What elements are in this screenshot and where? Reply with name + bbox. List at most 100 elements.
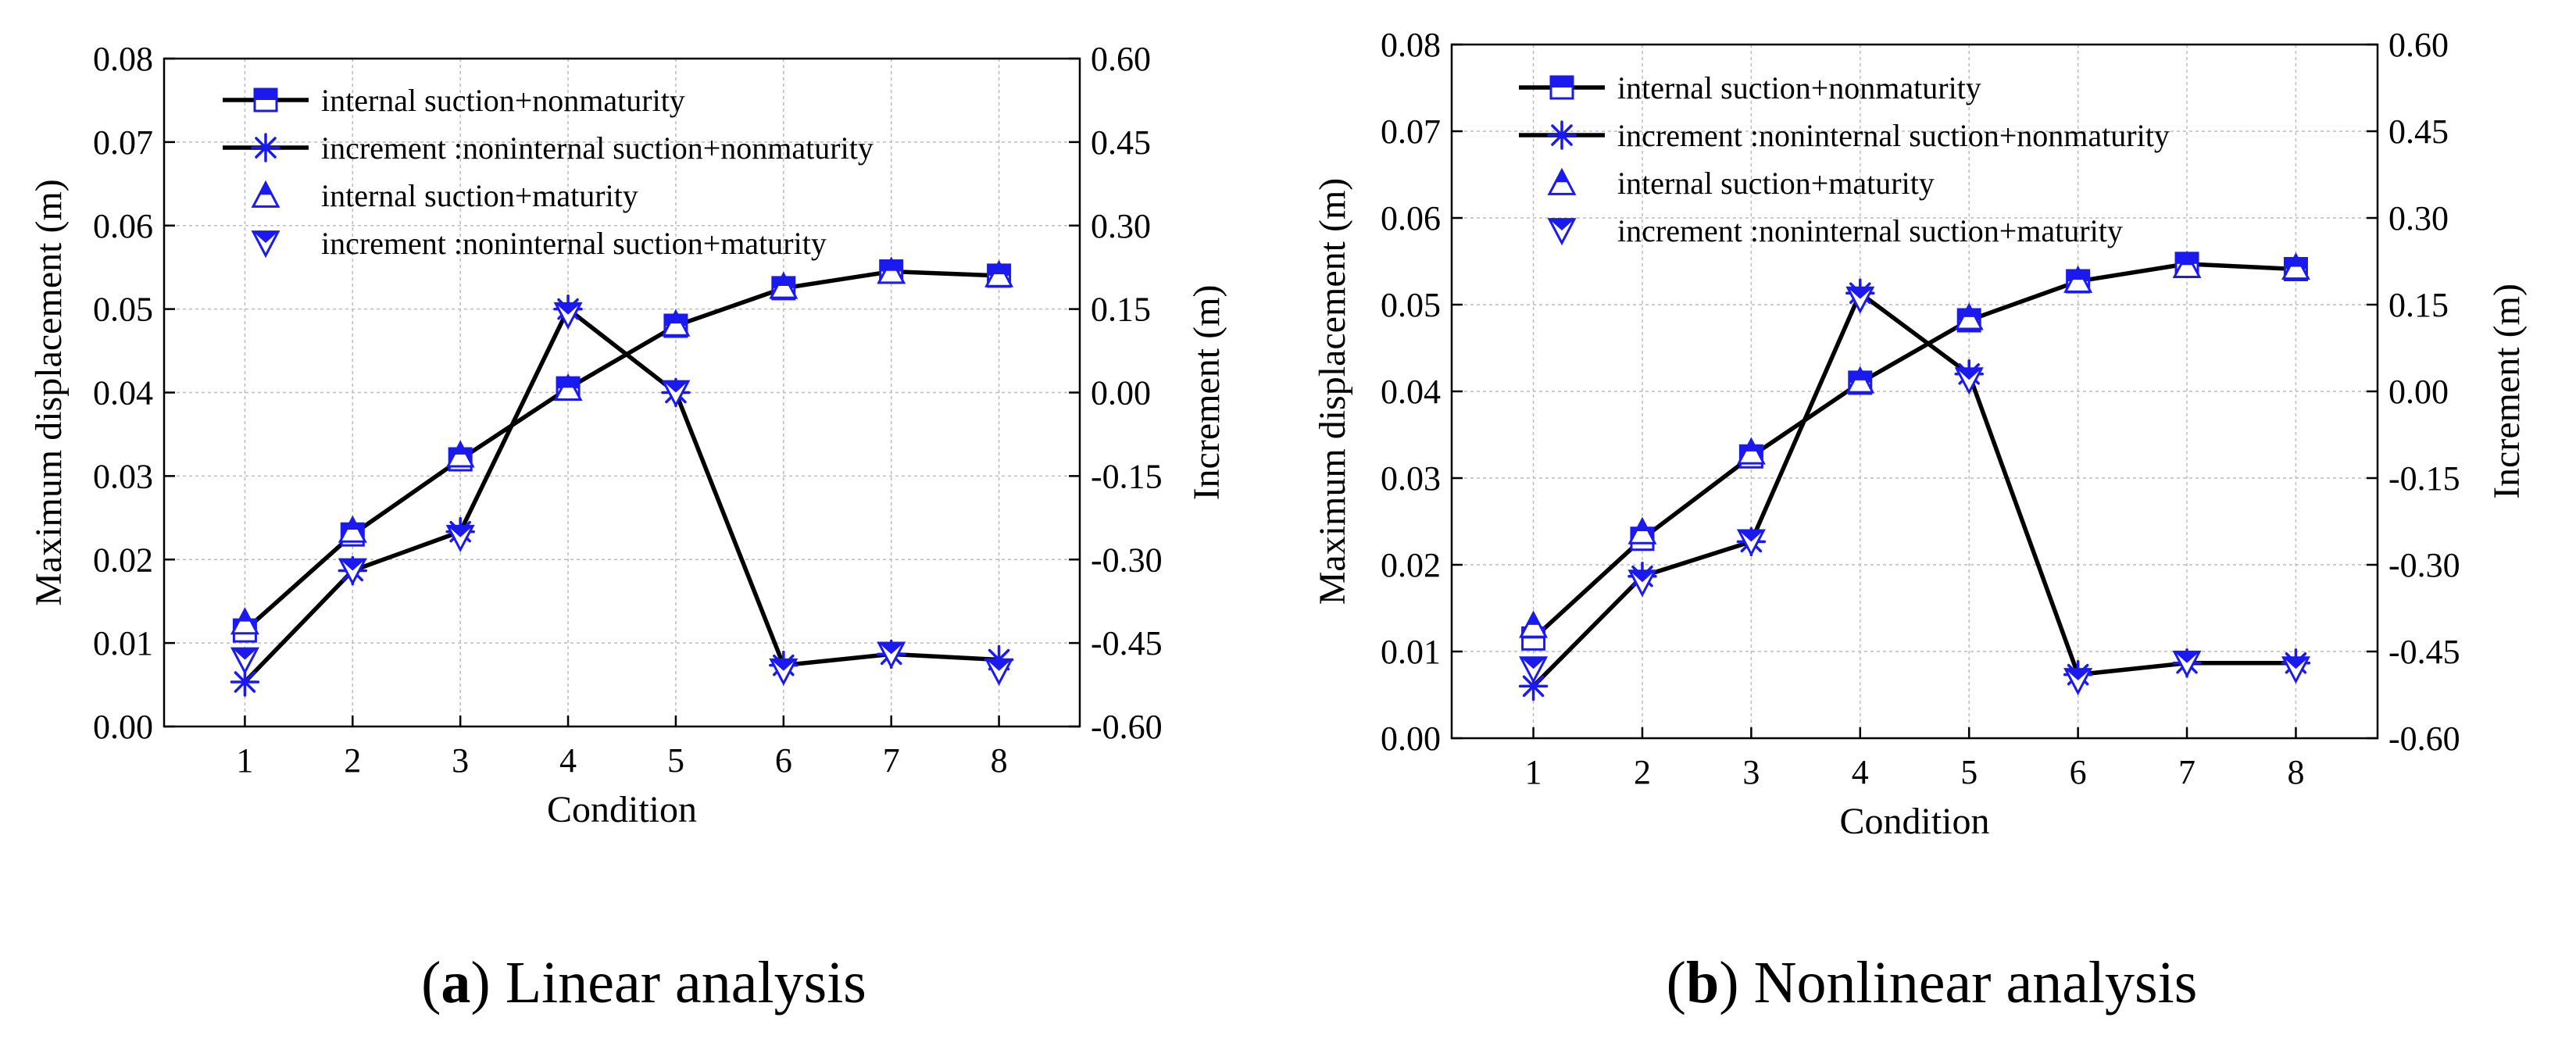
series-internal-suction-nonmaturity (232, 259, 1012, 643)
data-point (338, 558, 367, 586)
data-point (445, 524, 475, 552)
marker-triangle-fill (1635, 519, 1649, 532)
caption-label: a (441, 950, 471, 1016)
data-point (230, 647, 259, 675)
series-line (243, 269, 999, 633)
y-tick-label: 0.08 (1381, 26, 1441, 64)
legend-label: increment :noninternal suction+nonmaturi… (321, 130, 874, 166)
y2-tick-label: 0.00 (2388, 373, 2449, 411)
y-tick-label: 0.06 (1381, 199, 1441, 237)
marker-triangle-fill (259, 183, 272, 195)
legend-marker (251, 133, 280, 162)
x-tick-label: 8 (991, 741, 1008, 780)
legend-item: internal suction+nonmaturity (1519, 70, 1981, 105)
legend-label: increment :noninternal suction+maturity (1617, 213, 2123, 248)
data-point (769, 271, 799, 299)
y2-tick-label: 0.30 (1091, 207, 1151, 245)
y-tick-label: 0.02 (1381, 546, 1441, 584)
marker-triangle-fill (2283, 657, 2309, 669)
y2-tick-label: 0.45 (2388, 112, 2449, 151)
y-axis-title: Maximum displacement (m) (1312, 178, 1353, 605)
y2-tick-label: -0.60 (1091, 708, 1163, 746)
legend-item: internal suction+maturity (1547, 166, 1935, 201)
data-point (2281, 656, 2310, 684)
data-point (1845, 366, 1875, 394)
data-point (1627, 569, 1657, 598)
x-tick-label: 2 (344, 741, 361, 780)
marker-triangle-fill (2071, 267, 2085, 280)
x-axis-title: Condition (1839, 801, 1989, 842)
legend-item: internal suction+nonmaturity (223, 83, 685, 118)
legend-marker (1547, 167, 1577, 195)
y2-tick-label: -0.45 (2388, 633, 2460, 671)
marker-asterisk-stroke (1522, 675, 1545, 698)
marker-triangle-fill (663, 381, 688, 393)
data-point (338, 515, 367, 543)
y2-axis-title: Increment (m) (1186, 285, 1227, 501)
marker-triangle-fill (346, 517, 359, 530)
legend: internal suction+nonmaturity increment :n… (223, 83, 874, 261)
marker-triangle-fill (669, 311, 682, 324)
x-tick-label: 1 (236, 741, 253, 780)
y2-tick-label: 0.60 (2388, 26, 2449, 64)
marker-triangle-fill (1527, 612, 1540, 625)
marker-triangle-fill (232, 648, 258, 660)
legend-label: internal suction+nonmaturity (321, 83, 685, 118)
marker-triangle-fill (884, 259, 898, 271)
x-tick-label: 4 (559, 741, 577, 780)
marker-triangle-fill (1556, 170, 1568, 183)
series-line (1531, 291, 2296, 688)
series-increment-noninternal-suction-maturity (230, 302, 1014, 686)
marker-triangle-fill (238, 609, 252, 622)
y2-tick-label: -0.15 (1091, 457, 1163, 495)
x-tick-label: 7 (883, 741, 900, 780)
y-tick-label: 0.04 (1381, 373, 1441, 411)
series-internal-suction-maturity (230, 256, 1014, 635)
y-tick-label: 0.07 (1381, 112, 1441, 151)
x-axis: 1 2 3 4 5 6 7 8 (1525, 727, 2304, 791)
marker-triangle-fill (1738, 530, 1764, 542)
y2-axis-title: Increment (m) (2486, 284, 2528, 499)
x-tick-label: 7 (2178, 753, 2195, 791)
marker-square-fill (1551, 77, 1573, 87)
x-tick-label: 3 (1742, 753, 1760, 791)
marker-square-fill (255, 89, 277, 100)
data-point (553, 302, 583, 330)
data-point (984, 259, 1014, 287)
y-axis-right: -0.60 -0.45 -0.30 -0.15 0.00 0.15 0.30 0.45 0.60 (1069, 40, 1163, 746)
x-tick-label: 2 (1634, 753, 1651, 791)
data-point (2172, 650, 2202, 679)
legend-item: increment :noninternal suction+nonmaturi… (1519, 118, 2170, 153)
y2-tick-label: -0.45 (1091, 624, 1163, 662)
chart-linear-analysis: 0.00 0.01 0.02 0.03 0.04 0.05 0.06 0.07 0.08 -0.6… (28, 40, 1227, 830)
marker-triangle-fill (448, 526, 473, 537)
marker-triangle-fill (1549, 219, 1574, 230)
x-tick-label: 6 (2070, 753, 2087, 791)
y-tick-label: 0.06 (93, 207, 153, 245)
x-tick-label: 6 (775, 741, 792, 780)
y-tick-label: 0.02 (93, 541, 153, 579)
legend-marker (253, 87, 278, 112)
y-tick-label: 0.01 (93, 624, 153, 662)
y-axis-title: Maximum displacement (m) (28, 179, 70, 606)
data-point (1627, 516, 1657, 544)
series-line (243, 306, 999, 684)
data-point (1518, 671, 1549, 701)
y2-tick-label: -0.30 (1091, 541, 1163, 579)
marker-triangle-fill (770, 659, 796, 671)
data-point (1845, 286, 1875, 314)
marker-triangle-fill (992, 262, 1006, 275)
marker-triangle-fill (777, 273, 790, 286)
y2-tick-label: 0.00 (1091, 374, 1151, 412)
legend-label: internal suction+nonmaturity (1617, 70, 1981, 105)
y-axis-right: -0.60 -0.45 -0.30 -0.15 0.00 0.15 0.30 0.45 0.60 (2367, 26, 2460, 758)
marker-triangle-fill (340, 559, 366, 571)
marker-triangle-fill (1963, 305, 1976, 317)
y-tick-label: 0.08 (93, 40, 153, 78)
caption-label: b (1685, 950, 1720, 1016)
y-tick-label: 0.03 (93, 457, 153, 495)
data-point (877, 256, 906, 284)
marker-triangle-fill (2289, 255, 2303, 267)
marker-triangle-fill (2181, 253, 2194, 266)
caption-text: Nonlinear analysis (1753, 950, 2198, 1016)
